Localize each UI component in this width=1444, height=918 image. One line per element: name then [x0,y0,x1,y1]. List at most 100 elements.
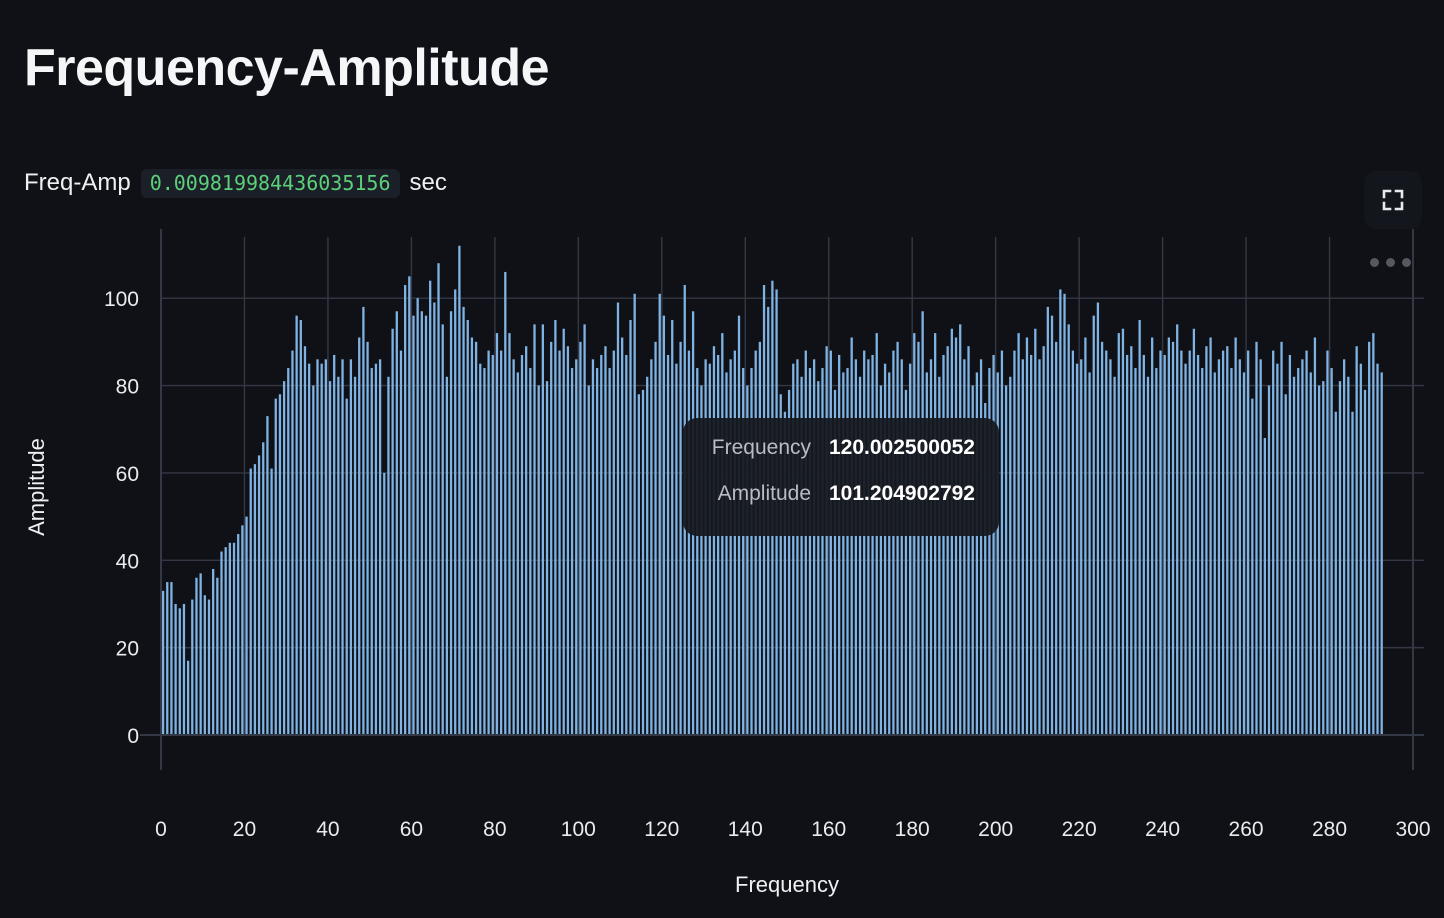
bar[interactable] [349,359,353,735]
bar[interactable] [792,363,795,735]
bar[interactable] [900,359,903,735]
bar[interactable] [508,333,511,735]
bar[interactable] [662,315,666,735]
bar[interactable] [232,542,236,735]
bar[interactable] [420,311,423,735]
bar[interactable] [474,341,478,735]
bar[interactable] [1297,368,1300,735]
bar[interactable] [182,603,186,735]
bar[interactable] [470,337,474,735]
bar[interactable] [328,381,332,735]
bar[interactable] [374,363,378,735]
bar[interactable] [387,376,390,735]
bar[interactable] [575,359,578,735]
bar[interactable] [650,359,653,735]
bar[interactable] [278,394,282,735]
bar[interactable] [888,372,891,735]
bar[interactable] [825,346,828,735]
bar[interactable] [166,582,169,735]
bar[interactable] [241,525,244,735]
more-dots-icon[interactable] [1370,258,1411,267]
bar[interactable] [1267,385,1271,735]
bar[interactable] [462,306,465,735]
bar[interactable] [391,328,394,735]
bar[interactable] [483,368,486,735]
bar[interactable] [679,341,682,735]
bar[interactable] [295,315,298,735]
bar[interactable] [161,590,165,735]
bar[interactable] [266,416,269,735]
bar[interactable] [633,293,636,735]
bar[interactable] [512,359,515,735]
bar[interactable] [1000,350,1004,735]
bar[interactable] [186,660,190,735]
bar[interactable] [1347,376,1350,735]
bar[interactable] [812,359,816,735]
bar[interactable] [1109,359,1112,735]
bar[interactable] [1151,337,1154,735]
bar[interactable] [550,341,553,735]
bar[interactable] [621,337,624,735]
bar[interactable] [479,363,482,735]
bar[interactable] [1113,376,1116,735]
bar[interactable] [566,346,570,735]
bar[interactable] [207,599,211,735]
bar[interactable] [1255,341,1258,735]
bar[interactable] [378,359,382,735]
bar[interactable] [1105,350,1108,735]
bar[interactable] [203,595,206,735]
bar[interactable] [1088,372,1091,735]
bar[interactable] [1130,346,1133,735]
bar[interactable] [1163,354,1166,735]
bar[interactable] [408,276,411,735]
bar[interactable] [817,381,820,735]
bar[interactable] [1084,337,1087,735]
bar[interactable] [1125,354,1129,735]
bar[interactable] [199,573,202,735]
bar[interactable] [929,359,933,735]
bar[interactable] [1209,337,1212,735]
bar[interactable] [700,385,703,735]
bar[interactable] [1071,350,1075,735]
bar[interactable] [320,363,323,735]
bar[interactable] [316,359,319,735]
bar[interactable] [1055,341,1058,735]
bar[interactable] [424,315,428,735]
bar[interactable] [499,350,503,735]
bar[interactable] [1176,324,1179,735]
bar[interactable] [287,368,290,735]
bar[interactable] [591,359,595,735]
bar[interactable] [358,337,361,735]
bar[interactable] [787,389,791,735]
bar[interactable] [403,285,407,735]
bar[interactable] [908,363,912,735]
bar[interactable] [1138,320,1141,735]
bar[interactable] [687,350,691,735]
bar[interactable] [1280,341,1283,735]
bar[interactable] [804,350,807,735]
bar[interactable] [274,398,277,735]
bar[interactable] [537,385,540,735]
bar[interactable] [383,472,386,735]
bar[interactable] [1351,411,1354,735]
bar[interactable] [971,385,974,735]
bar[interactable] [925,372,928,735]
bar[interactable] [654,341,657,735]
bar[interactable] [1146,376,1150,735]
bar[interactable] [1167,337,1171,735]
bar[interactable] [708,363,711,735]
bar[interactable] [533,324,536,735]
bar[interactable] [1263,437,1266,735]
bar[interactable] [838,354,841,735]
bar[interactable] [992,354,995,735]
bar[interactable] [754,350,757,735]
bar[interactable] [600,354,603,735]
bar[interactable] [988,368,991,735]
bar[interactable] [641,389,645,735]
bar[interactable] [1134,368,1137,735]
bar[interactable] [1338,381,1342,735]
fullscreen-button[interactable] [1364,171,1422,229]
bar[interactable] [583,324,586,735]
bar[interactable] [362,306,365,735]
bar[interactable] [433,302,436,735]
